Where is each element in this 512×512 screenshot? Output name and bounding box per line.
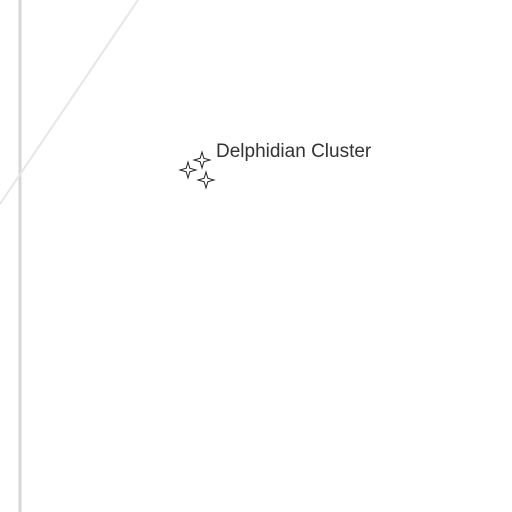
sparkles-icon xyxy=(178,150,216,190)
map-route-line xyxy=(0,0,139,205)
location-label[interactable]: Delphidian Cluster xyxy=(216,141,372,162)
location-marker[interactable] xyxy=(176,150,218,192)
